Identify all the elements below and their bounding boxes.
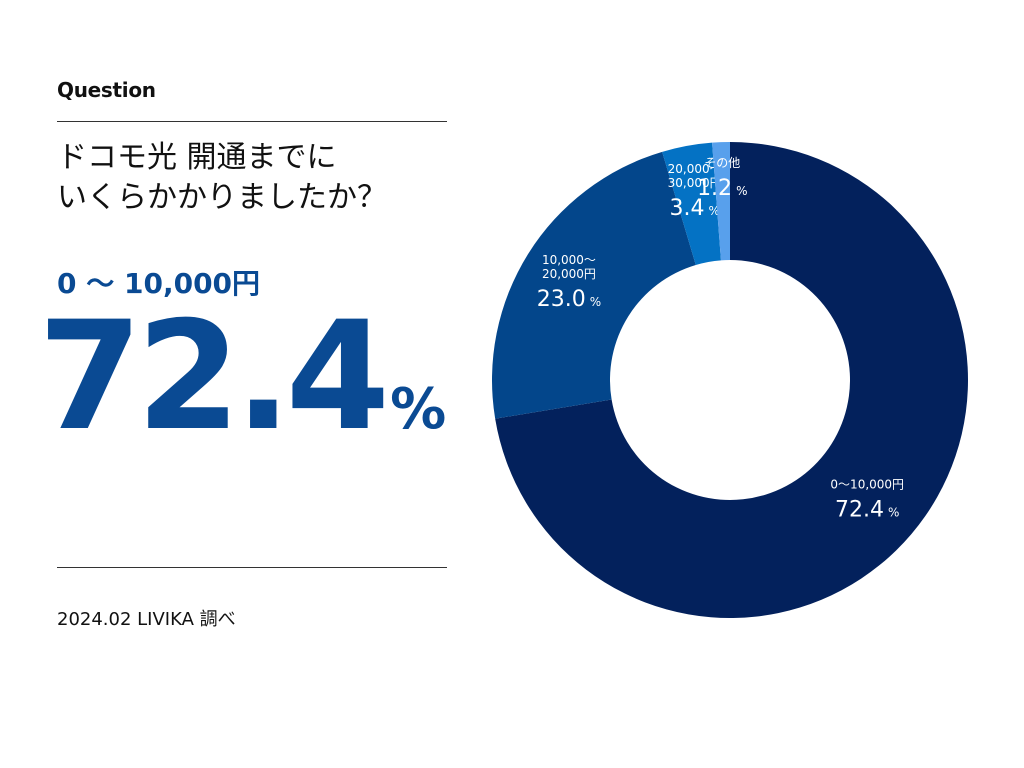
slice-category-label-2: 30,000円 [668, 176, 722, 190]
slice-category-label-1: 20,000円 [542, 267, 596, 281]
donut-slice-1 [492, 151, 696, 419]
source-note: 2024.02 LIVIKA 調べ [57, 609, 236, 630]
top-answer-value: 72.4 [38, 290, 390, 464]
top-divider [57, 121, 447, 122]
donut-slice-2 [662, 142, 721, 265]
donut-slice-3 [712, 142, 730, 261]
slice-category-label-2: 20,000～ [668, 162, 722, 176]
donut-slice-0 [495, 142, 968, 618]
bottom-divider [57, 567, 447, 568]
question-text: ドコモ光 開通までに いくらかかりましたか？ [57, 138, 457, 218]
top-answer-percentage: 72.4% [38, 292, 446, 462]
slice-category-label-1: 10,000～ [542, 253, 596, 267]
question-line-2: いくらかかりましたか？ [57, 180, 387, 215]
slice-category-label-0: 0～10,000円 [830, 477, 904, 491]
top-answer-category: 0 ～ 10,000円 [57, 267, 261, 300]
slice-category-label-3: その他 [704, 156, 740, 170]
top-answer-unit: % [390, 377, 447, 442]
question-line-1: ドコモ光 開通までに [57, 140, 337, 175]
question-label: Question [57, 78, 156, 102]
